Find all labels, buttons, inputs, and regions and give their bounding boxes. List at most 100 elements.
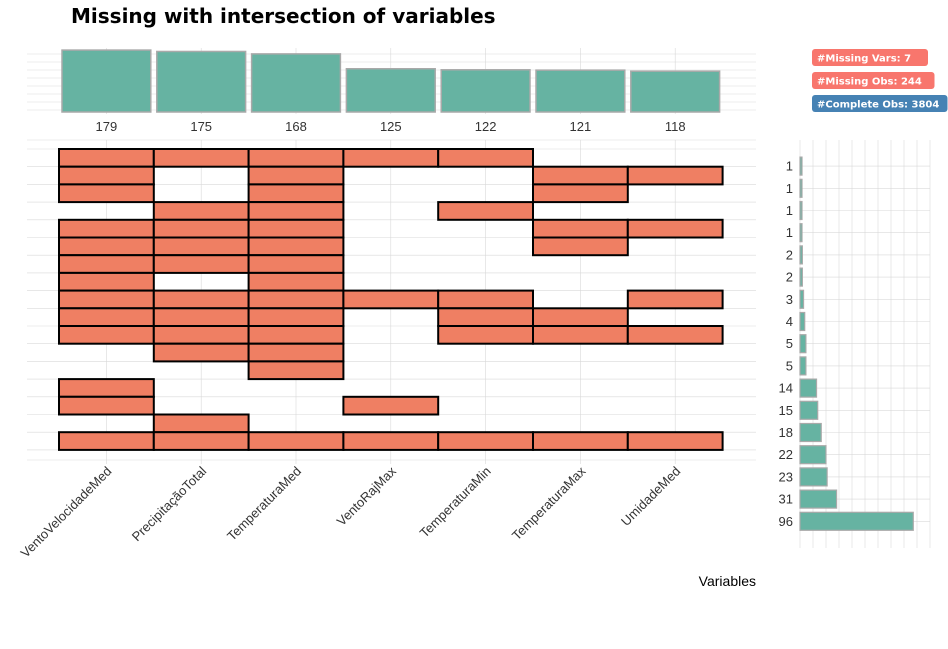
missing-cell — [58, 148, 155, 168]
missing-cell — [626, 325, 724, 345]
intersection-count-bar — [799, 178, 803, 198]
intersection-count-label: 2 — [786, 270, 793, 285]
missing-cell — [342, 289, 440, 310]
variable-missing-bar — [535, 69, 626, 113]
missing-cell — [532, 325, 629, 345]
missing-cell — [247, 254, 345, 274]
summary-badges: #Missing Vars: 7 #Missing Obs: 244 #Comple… — [812, 49, 948, 112]
intersection-count-label: 18 — [779, 425, 793, 440]
missing-cell — [58, 165, 155, 186]
missing-cell — [152, 307, 250, 327]
missing-cell — [58, 183, 155, 204]
variable-missing-count-label: 125 — [380, 119, 402, 134]
missing-cell — [247, 325, 345, 345]
intersection-count-label: 96 — [779, 514, 793, 529]
missing-cell — [152, 431, 250, 451]
variable-axis-label: TemperaturaMax — [509, 463, 589, 543]
variable-missing-count-label: 118 — [665, 119, 686, 134]
missing-cell — [437, 201, 535, 221]
missing-cell — [626, 165, 724, 186]
summary-badge: #Complete Obs: 3804 — [812, 95, 948, 112]
missing-cell — [532, 307, 629, 327]
intersection-count-label: 22 — [779, 447, 793, 462]
missing-cell — [58, 431, 155, 451]
missing-cell — [152, 218, 250, 239]
missing-pattern-matrix: VentoVelocidadeMed PrecipitaçãoTotal Tempe… — [18, 139, 756, 561]
summary-badge-bg — [812, 95, 948, 112]
intersection-count-label: 15 — [779, 403, 793, 418]
missing-cell — [152, 236, 250, 257]
intersection-count-bar — [799, 156, 803, 176]
intersection-count-label: 5 — [786, 358, 793, 373]
missing-cell — [626, 431, 724, 451]
missing-cell — [532, 183, 629, 204]
intersection-count-label: 1 — [786, 181, 793, 196]
missing-cell — [247, 307, 345, 327]
variable-axis-label: VentoVelocidadeMed — [18, 464, 115, 561]
intersection-count-label: 5 — [786, 336, 793, 351]
intersection-count-label: 4 — [786, 314, 793, 329]
variable-missing-bars: 179 175 168 125 122 121 118 — [27, 48, 756, 134]
missing-cell — [58, 289, 155, 310]
variable-axis-label: PrecipitaçãoTotal — [129, 463, 210, 544]
intersection-count-bar — [799, 223, 803, 243]
summary-badge: #Missing Obs: 244 — [812, 72, 935, 89]
intersection-count-label: 3 — [786, 292, 793, 307]
missing-cell — [58, 325, 155, 345]
intersection-count-label: 1 — [786, 159, 793, 174]
summary-badge-text: #Complete Obs: 3804 — [817, 99, 939, 110]
missing-cell — [247, 289, 345, 310]
variable-axis-label: TemperaturaMin — [417, 464, 494, 541]
variable-axis-label: TemperaturaMed — [224, 464, 304, 544]
missing-cell — [58, 218, 155, 239]
missing-cell — [58, 378, 155, 398]
missing-cell — [626, 218, 724, 239]
summary-badge-bg — [812, 72, 935, 89]
missing-cell — [342, 395, 440, 416]
intersection-count-label: 1 — [786, 203, 793, 218]
missing-cell — [437, 325, 535, 345]
missing-cell — [437, 307, 535, 327]
intersection-count-bar — [799, 467, 828, 487]
summary-badge-bg — [812, 49, 928, 66]
chart-title: Missing with intersection of variables — [71, 4, 496, 28]
variable-missing-count-label: 179 — [96, 119, 118, 134]
variable-axis-label: UmidadeMed — [618, 464, 683, 529]
missing-cell — [342, 431, 440, 451]
missing-cell — [58, 236, 155, 257]
variable-missing-bar — [630, 70, 721, 113]
missing-cell — [532, 165, 629, 186]
variable-missing-count-label: 175 — [190, 119, 212, 134]
intersection-count-bar — [799, 267, 803, 287]
variable-missing-bar — [440, 69, 531, 113]
intersection-count-bar — [799, 400, 819, 420]
missing-cell — [247, 165, 345, 186]
intersection-count-bar — [799, 445, 827, 465]
missing-cell — [152, 325, 250, 345]
missing-cell — [532, 218, 629, 239]
missing-cell — [247, 342, 345, 363]
variable-missing-count-label: 168 — [285, 119, 307, 134]
intersection-count-label: 14 — [779, 381, 793, 396]
intersection-count-bar — [799, 422, 822, 443]
missing-cell — [58, 307, 155, 327]
x-axis-title: Variables — [699, 573, 756, 589]
missing-cell — [342, 148, 440, 168]
missing-cell — [247, 148, 345, 168]
variable-missing-bar — [156, 50, 247, 113]
missing-cell — [247, 201, 345, 221]
missing-cell — [152, 201, 250, 221]
missing-cell — [437, 148, 535, 168]
missing-cell — [626, 289, 724, 310]
missing-cell — [152, 148, 250, 168]
missing-cell — [152, 254, 250, 274]
missing-cell — [532, 431, 629, 451]
missing-cell — [247, 431, 345, 451]
variable-missing-count-label: 122 — [475, 119, 497, 134]
intersection-count-label: 23 — [779, 469, 793, 484]
variable-axis-label: VentoRajMax — [334, 463, 400, 529]
intersection-count-bar — [799, 356, 807, 376]
variable-missing-bar — [61, 49, 152, 113]
